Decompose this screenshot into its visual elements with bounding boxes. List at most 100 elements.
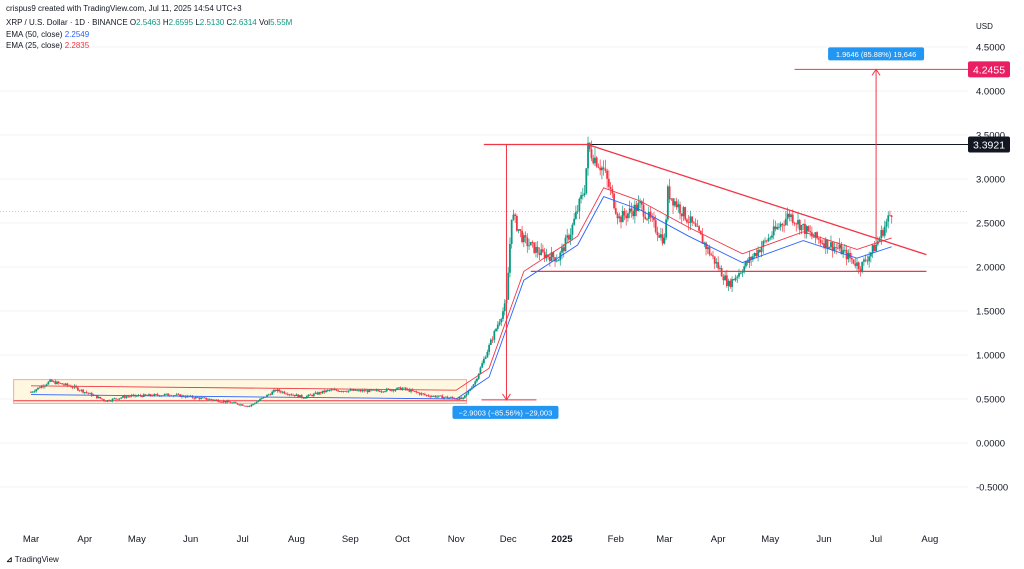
candle-body [887,215,890,222]
candle-body [371,389,374,391]
candle-body [477,373,480,379]
candle-body [720,268,723,277]
candle-body [552,252,555,258]
y-tick-label: -0.5000 [976,483,1008,494]
candle-body [824,239,827,248]
open-value: 2.5463 [136,18,161,27]
candle-body [859,269,862,272]
candle-body [637,202,640,211]
x-tick-label: Aug [921,534,938,545]
candle-body [87,392,90,394]
candle-body [633,204,636,217]
candle-body [595,157,598,167]
candle-body [710,254,713,256]
candle-body [463,395,466,398]
candle-body [500,318,503,323]
candle-body [262,396,265,399]
candle-body [436,396,438,398]
candle-body [415,391,418,393]
x-tick-label: Jul [870,534,882,545]
candle-body [616,213,619,219]
candle-body [338,391,341,392]
ema25-legend[interactable]: EMA (25, close) 2.2835 [6,41,90,50]
candle-body [82,389,84,393]
candle-body [852,259,855,264]
candle-body [31,391,34,393]
candle-body [491,339,494,341]
candle-body [585,168,588,194]
candle-body [38,387,41,389]
candle-body [521,230,523,243]
candle-body [460,397,463,399]
x-tick-label: Mar [23,534,39,545]
candle-body [646,218,648,220]
candle-body [417,392,419,394]
candle-body [812,236,815,238]
candle-body [684,207,687,220]
candle-body [378,390,381,392]
candle-body [311,394,314,396]
decline-measure-text: −2.9003 (−85.56%) −29,003 [459,408,553,417]
candle-body [772,226,775,236]
candle-body [536,246,539,253]
candle-body [510,219,513,244]
candle-body [349,389,352,391]
candle-body [247,405,249,407]
candle-body [332,389,334,391]
candle-body [479,367,482,374]
candle-body [156,394,159,396]
candle-body [592,158,595,164]
ema50-value: 2.2549 [64,30,90,39]
candle-body [319,392,322,394]
candle-body [781,223,784,225]
y-tick-label: 2.5000 [976,219,1005,230]
rise-measure-badge [828,47,925,61]
candle-body [868,256,871,262]
candle-body [793,222,796,224]
candle-body [682,207,685,217]
candle-body [231,402,234,404]
candle-body [597,166,600,168]
candle-body [108,400,110,401]
candle-body [444,396,447,398]
candle-body [548,256,551,262]
candle-body [750,256,753,260]
candle-body [861,261,864,272]
candle-body [679,204,681,214]
candle-body [456,398,459,400]
candle-body [745,261,747,267]
candle-body [149,394,152,396]
candle-body [800,225,803,231]
y-tick-label: 3.0000 [976,175,1005,186]
candle-body [358,389,360,391]
candle-body [207,399,209,401]
candle-body [342,390,345,392]
candle-body [243,405,246,407]
candle-body [621,210,624,223]
candle-body [132,394,135,396]
candle-body [630,208,633,212]
candle-body [177,394,180,396]
candle-body [885,221,888,227]
candle-body [255,401,258,404]
candle-body [49,379,51,382]
candle-body [687,222,690,224]
candle-body [401,388,404,390]
candle-body [40,386,43,388]
candle-body [675,201,678,208]
candle-body [99,396,102,399]
candle-body [35,389,38,392]
ema50-legend[interactable]: EMA (50, close) 2.2549 [6,30,90,39]
candle-body [529,242,532,246]
x-tick-label: Nov [448,534,465,545]
candle-body [250,404,253,407]
candle-body [97,396,100,399]
candle-body [623,210,626,216]
candle-body [588,142,591,150]
candle-body [632,211,635,217]
candle-body [330,389,333,391]
candle-body [587,142,589,169]
candle-body [45,384,48,386]
candle-body [260,398,263,400]
